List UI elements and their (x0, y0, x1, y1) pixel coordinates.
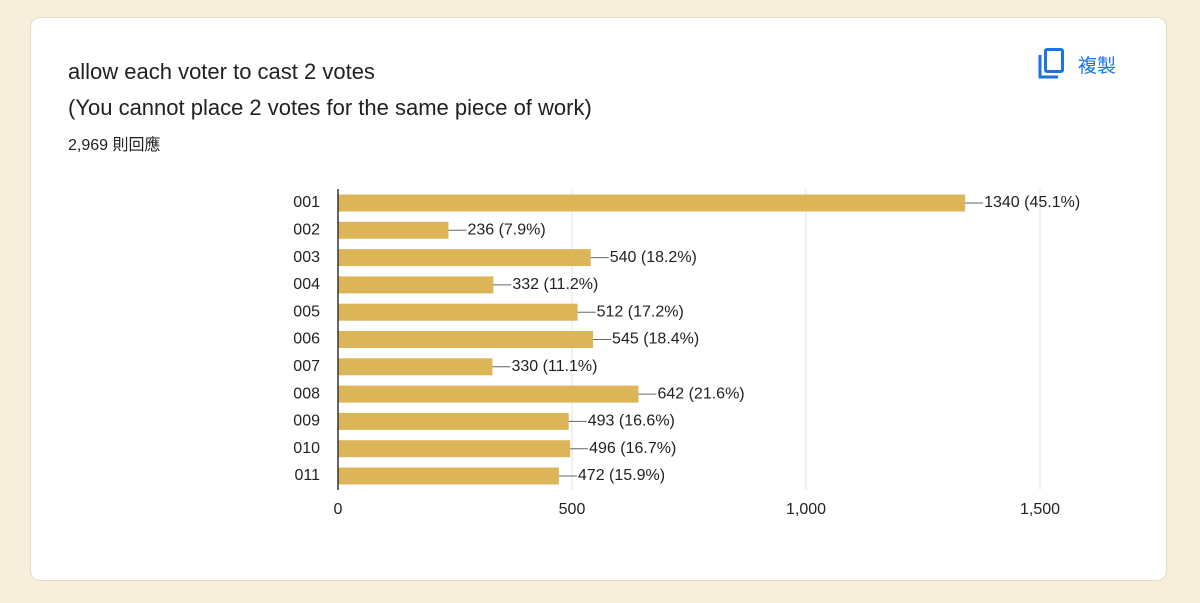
x-tick-label: 500 (559, 501, 586, 518)
bar (338, 331, 594, 348)
bar (338, 467, 559, 485)
y-tick-label: 005 (293, 303, 320, 320)
bar (338, 412, 569, 430)
data-label: 493 (16.6%) (588, 413, 675, 430)
question-title: allow each voter to cast 2 votes (You ca… (68, 54, 592, 126)
data-label: 330 (11.1%) (511, 358, 597, 375)
x-tick-label: 1,000 (786, 501, 826, 518)
question-card: allow each voter to cast 2 votes (You ca… (30, 17, 1167, 581)
y-tick-label: 011 (294, 467, 320, 484)
bar (338, 221, 449, 239)
y-tick-label: 002 (293, 222, 320, 239)
data-label: 545 (18.4%) (612, 331, 699, 348)
data-label: 1340 (45.1%) (984, 194, 1080, 211)
x-tick-label: 1,500 (1020, 501, 1060, 518)
title-line: (You cannot place 2 votes for the same p… (68, 95, 592, 120)
copy-button[interactable]: 複製 (1036, 46, 1116, 82)
data-label: 496 (16.7%) (589, 440, 676, 457)
data-label: 472 (15.9%) (578, 467, 665, 484)
bar (338, 276, 494, 294)
y-tick-label: 006 (293, 331, 320, 348)
bar (338, 194, 966, 212)
y-tick-label: 008 (293, 385, 320, 402)
y-tick-label: 007 (293, 358, 320, 375)
data-label: 642 (21.6%) (657, 385, 744, 402)
copy-icon (1038, 48, 1064, 79)
y-tick-label: 001 (293, 194, 320, 211)
response-count: 2,969 則回應 (68, 137, 161, 154)
bar (338, 385, 639, 403)
bar (338, 303, 578, 321)
x-tick-label: 0 (334, 501, 343, 518)
title-line: allow each voter to cast 2 votes (68, 59, 375, 84)
data-label: 512 (17.2%) (597, 303, 684, 320)
data-label: 332 (11.2%) (512, 276, 598, 293)
copy-label[interactable]: 複製 (1078, 55, 1117, 77)
y-tick-label: 003 (293, 249, 320, 266)
y-tick-label: 009 (293, 413, 320, 430)
y-tick-label: 010 (293, 440, 320, 457)
bar (338, 358, 493, 376)
y-tick-label: 004 (293, 276, 320, 293)
data-label: 236 (7.9%) (467, 222, 545, 239)
bar (338, 440, 571, 458)
bar (338, 249, 591, 267)
data-label: 540 (18.2%) (610, 249, 697, 266)
